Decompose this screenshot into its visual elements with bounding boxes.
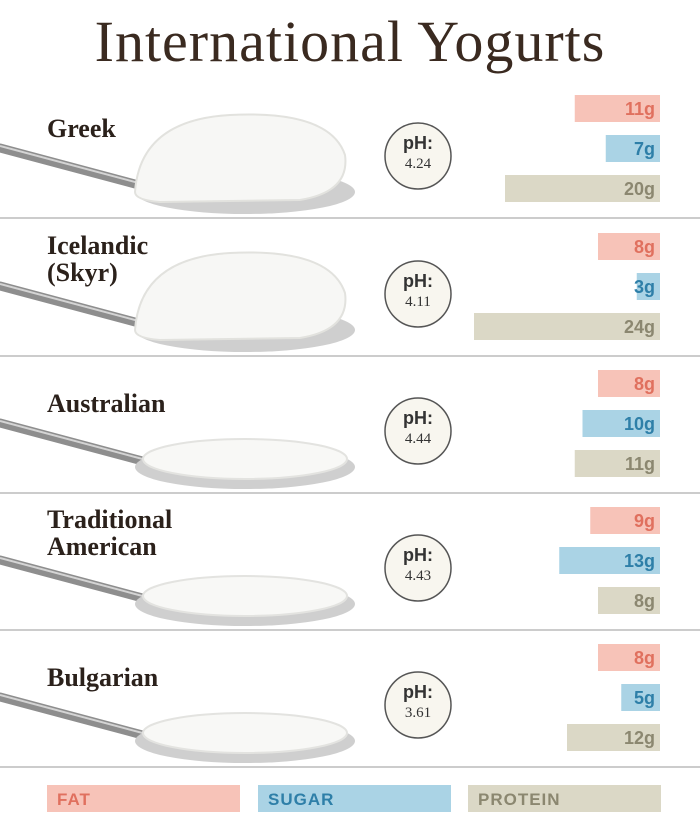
bar <box>598 644 660 671</box>
bar <box>574 95 660 122</box>
ph-badge <box>384 260 452 328</box>
ph-value: 4.44 <box>405 431 432 447</box>
ph-badge <box>384 671 452 739</box>
bar <box>590 507 660 534</box>
yogurt <box>142 712 348 754</box>
spoon-handle-shine <box>0 557 151 599</box>
legend-label: SUGAR <box>268 790 334 809</box>
ph-badge <box>384 397 452 465</box>
yogurt-name: Bulgarian <box>47 663 159 692</box>
legend-swatch <box>47 785 240 812</box>
ph-label: pH: <box>403 545 433 565</box>
spoon-handle <box>0 555 155 605</box>
yogurt <box>133 251 347 342</box>
spoon-handle <box>0 692 155 742</box>
bar <box>505 175 660 202</box>
yogurt <box>142 575 348 617</box>
ph-value: 4.43 <box>405 568 431 584</box>
legend-label: PROTEIN <box>478 790 561 809</box>
value-label: 12g <box>624 728 655 748</box>
yogurt-name: Icelandic (Skyr) <box>47 231 149 287</box>
legend-swatch <box>468 785 661 812</box>
spoon-handle <box>0 281 155 331</box>
bar <box>582 410 660 437</box>
bar <box>559 547 660 574</box>
spoon-handle-shine <box>0 420 151 462</box>
bar <box>605 135 660 162</box>
ph-value: 3.61 <box>405 705 431 721</box>
value-label: 8g <box>634 374 655 394</box>
legend-swatch <box>258 785 451 812</box>
value-label: 8g <box>634 591 655 611</box>
yogurt <box>142 438 348 480</box>
spoon-handle-shine <box>0 145 151 187</box>
bar <box>598 233 660 260</box>
spoon-handle <box>0 143 155 193</box>
yogurt-name: Australian <box>47 389 166 418</box>
value-label: 5g <box>634 688 655 708</box>
value-label: 8g <box>634 648 655 668</box>
yogurt-name: Traditional American <box>47 505 173 561</box>
ph-label: pH: <box>403 682 433 702</box>
bar <box>621 684 660 711</box>
spoon-handle <box>0 418 155 468</box>
value-label: 3g <box>634 277 655 297</box>
ph-label: pH: <box>403 408 433 428</box>
spoon-handle-shine <box>0 694 151 736</box>
value-label: 24g <box>624 317 655 337</box>
ph-value: 4.11 <box>405 294 431 310</box>
value-label: 8g <box>634 237 655 257</box>
yogurt <box>133 113 347 204</box>
value-label: 11g <box>625 454 655 474</box>
ph-badge <box>384 122 452 190</box>
chart-title: International Yogurts <box>94 9 606 74</box>
bar <box>474 313 660 340</box>
legend-label: FAT <box>57 790 91 809</box>
bar <box>636 273 660 300</box>
value-label: 7g <box>634 139 655 159</box>
spoon-handle-shine <box>0 283 151 325</box>
value-label: 20g <box>624 179 655 199</box>
bar <box>574 450 660 477</box>
value-label: 11g <box>625 99 655 119</box>
value-label: 9g <box>634 511 655 531</box>
yogurt-name: Greek <box>47 114 116 143</box>
ph-label: pH: <box>403 133 433 153</box>
value-label: 10g <box>624 414 655 434</box>
value-label: 13g <box>624 551 655 571</box>
bar <box>598 370 660 397</box>
ph-value: 4.24 <box>405 156 432 172</box>
bar <box>567 724 660 751</box>
ph-badge <box>384 534 452 602</box>
ph-label: pH: <box>403 271 433 291</box>
bar <box>598 587 660 614</box>
